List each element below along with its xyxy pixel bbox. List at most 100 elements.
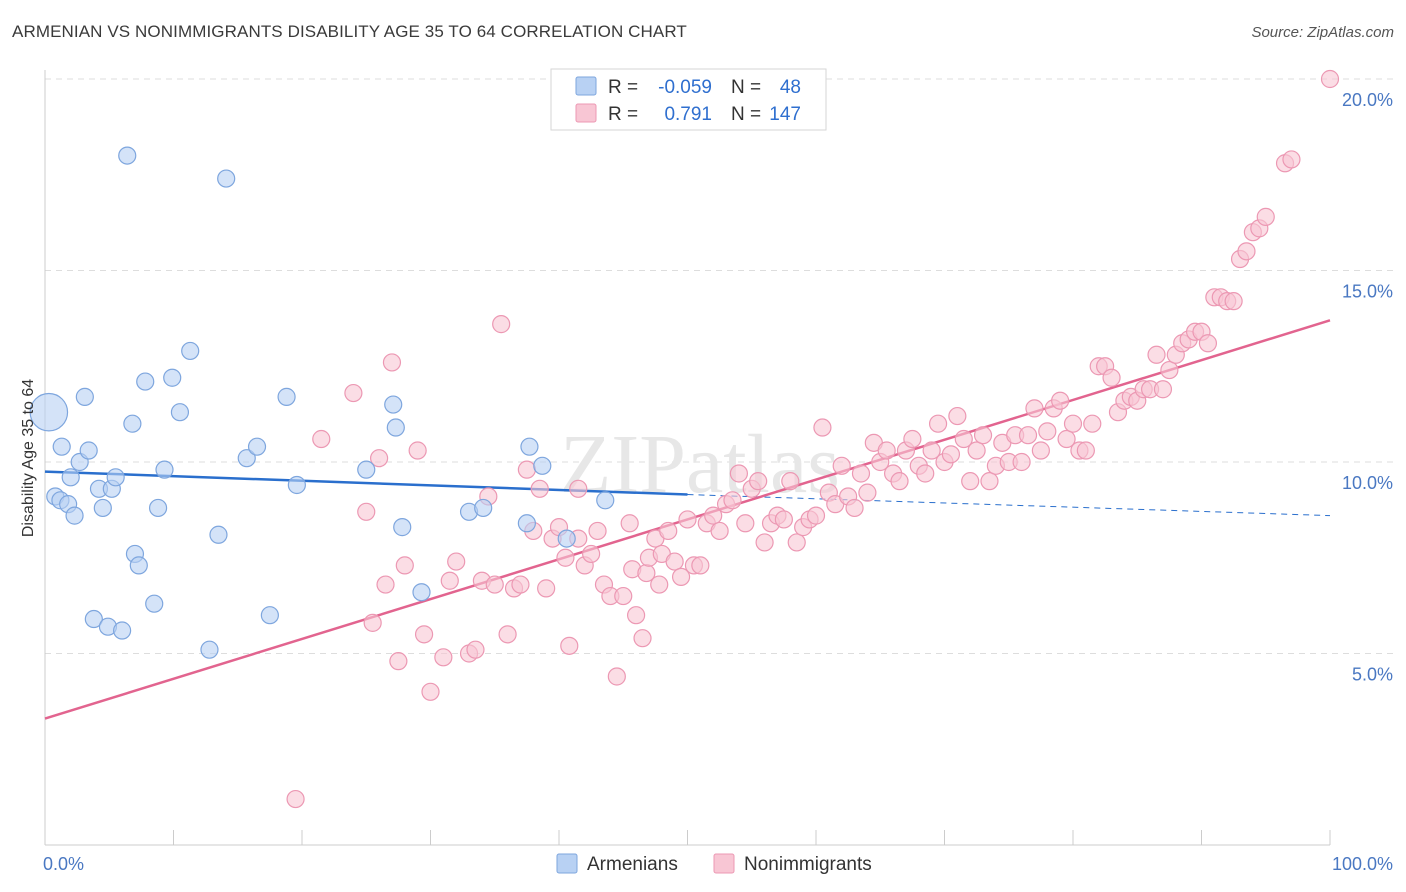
nonimmigrants-point xyxy=(787,533,806,552)
nonimmigrants-point xyxy=(588,521,607,541)
nonimmigrants-point xyxy=(560,636,579,655)
nonimmigrants-point xyxy=(1198,334,1218,353)
bottom-legend-swatch-armenians xyxy=(556,853,578,874)
nonimmigrants-point xyxy=(498,625,517,644)
armenians-point xyxy=(412,583,431,602)
nonimmigrants-point xyxy=(659,521,678,541)
armenians-point xyxy=(393,518,412,537)
bottom-legend-armenians: Armenians xyxy=(587,854,678,875)
armenians-point xyxy=(200,640,219,659)
nonimmigrants-point xyxy=(633,629,652,648)
nonimmigrants-point xyxy=(665,552,684,571)
nonimmigrants-point xyxy=(832,456,851,475)
legend-r-value-1: -0.059 xyxy=(658,77,712,98)
nonimmigrants-point xyxy=(569,479,588,498)
armenians-point xyxy=(384,395,403,414)
x-tick-labels: 0.0% 100.0% xyxy=(43,854,1393,874)
nonimmigrants-point xyxy=(620,514,639,533)
armenians-point xyxy=(209,525,228,544)
legend-n-value-2: 147 xyxy=(769,104,801,125)
nonimmigrants-point xyxy=(1224,292,1243,311)
nonimmigrants-point xyxy=(1038,422,1057,441)
nonimmigrants-point xyxy=(286,789,305,809)
armenians-point xyxy=(148,498,168,518)
series-legend: Armenians Nonimmigrants xyxy=(556,853,872,875)
nonimmigrants-point xyxy=(961,472,980,491)
nonimmigrants-point xyxy=(395,556,414,575)
nonimmigrants-point xyxy=(704,506,723,525)
nonimmigrants-point xyxy=(582,544,601,564)
nonimmigrants-point xyxy=(1153,380,1173,399)
nonimmigrants-point xyxy=(691,556,710,575)
nonimmigrants-point xyxy=(1012,452,1031,472)
nonimmigrants-point xyxy=(440,571,459,590)
armenians-point xyxy=(533,456,552,475)
legend-n-label-1: N = xyxy=(731,77,761,98)
armenians-point xyxy=(474,498,493,518)
armenians-point xyxy=(129,556,148,575)
nonimmigrants-point xyxy=(530,479,549,498)
axes xyxy=(44,70,1331,846)
nonimmigrants-point xyxy=(729,464,749,483)
nonimmigrants-point xyxy=(1076,441,1095,460)
armenians-point xyxy=(155,460,174,479)
nonimmigrants-point xyxy=(877,441,896,460)
legend-r-value-2: 0.791 xyxy=(664,104,712,125)
nonimmigrants-point xyxy=(813,418,832,437)
armenians-point xyxy=(596,491,615,510)
nonimmigrants-point xyxy=(556,548,575,567)
armenians-point xyxy=(170,403,190,422)
legend-r-label-2: R = xyxy=(608,104,638,125)
armenians-point xyxy=(65,506,84,525)
nonimmigrants-point xyxy=(710,521,729,541)
nonimmigrants-point xyxy=(1018,426,1038,445)
nonimmigrants-point xyxy=(678,510,697,529)
y-axis-title: Disability Age 35 to 64 xyxy=(20,379,37,537)
armenians-point xyxy=(136,372,155,391)
nonimmigrants-point xyxy=(626,606,646,625)
nonimmigrants-point xyxy=(389,652,408,671)
nonimmigrants-point xyxy=(1051,391,1070,410)
nonimmigrants-point xyxy=(414,625,434,644)
armenians-point xyxy=(61,468,80,487)
nonimmigrants-point xyxy=(967,441,986,460)
bottom-legend-swatch-nonimmigrants xyxy=(713,853,735,874)
armenians-point xyxy=(123,414,142,433)
nonimmigrants-point xyxy=(1025,399,1044,418)
nonimmigrants-point xyxy=(916,464,935,483)
nonimmigrants-point xyxy=(370,449,389,468)
y-tick-label: 15.0% xyxy=(1342,282,1393,302)
nonimmigrants-point xyxy=(858,483,877,502)
nonimmigrants-point xyxy=(650,575,669,594)
nonimmigrants-point xyxy=(376,575,395,594)
nonimmigrants-point xyxy=(749,472,768,491)
nonimmigrants-point xyxy=(357,502,376,521)
nonimmigrants-point xyxy=(1282,150,1301,169)
nonimmigrants-point xyxy=(851,464,871,483)
armenians-point xyxy=(163,368,182,387)
armenians-point xyxy=(118,146,137,165)
armenians-point xyxy=(277,387,296,406)
nonimmigrants-point xyxy=(492,315,511,334)
armenians-point xyxy=(52,437,71,456)
y-tick-label: 20.0% xyxy=(1342,90,1393,110)
nonimmigrants-point xyxy=(1256,207,1275,226)
nonimmigrants-point xyxy=(607,667,626,686)
nonimmigrants-point xyxy=(845,498,864,518)
nonimmigrants-point xyxy=(781,472,800,491)
nonimmigrants-point xyxy=(511,575,530,594)
armenians-point xyxy=(287,475,306,495)
nonimmigrants-point xyxy=(363,613,382,632)
legend-swatch-nonimmigrants xyxy=(575,103,597,123)
legend-r-label-1: R = xyxy=(608,77,638,98)
armenians-point xyxy=(357,460,376,479)
nonimmigrants-point xyxy=(1102,368,1121,387)
armenians-point xyxy=(237,449,256,468)
legend-swatch-armenians xyxy=(575,76,597,96)
armenians-point xyxy=(557,529,576,548)
armenians-point xyxy=(181,341,200,361)
nonimmigrants-point xyxy=(774,510,793,529)
grid-lines xyxy=(45,78,1395,654)
armenians-point xyxy=(112,621,132,640)
